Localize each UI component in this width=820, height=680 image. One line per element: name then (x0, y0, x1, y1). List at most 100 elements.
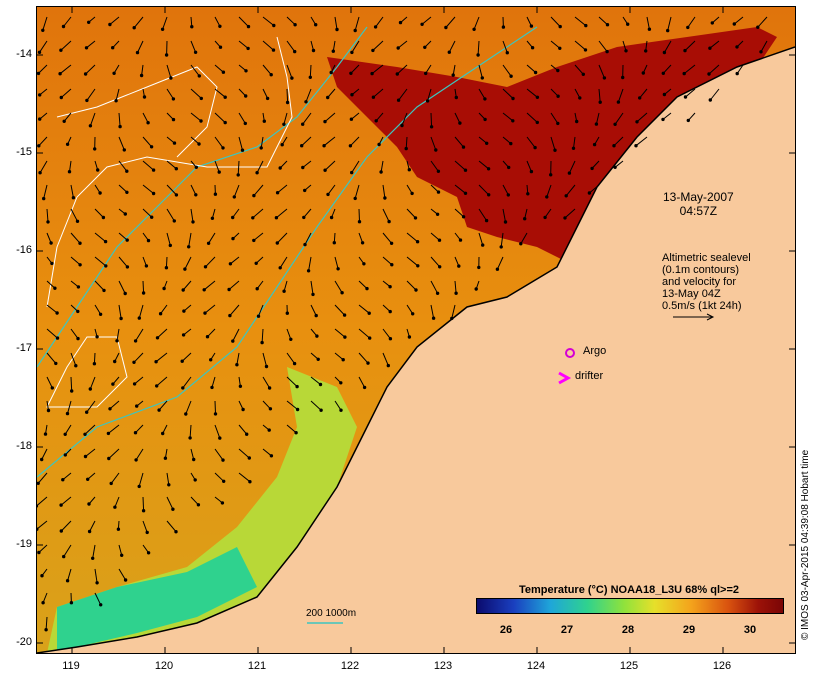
velocity-arrow-head (194, 193, 198, 197)
velocity-arrow (253, 184, 264, 196)
lat-ticks (37, 54, 795, 644)
velocity-arrow (445, 16, 456, 28)
velocity-arrow-head (218, 24, 222, 28)
velocity-arrow-head (221, 458, 225, 462)
velocity-arrow-head (240, 148, 245, 152)
velocity-arrow-head (123, 578, 128, 582)
velocity-arrow-head (265, 96, 270, 101)
velocity-arrow-head (278, 266, 282, 270)
velocity-arrow-head (303, 188, 307, 193)
velocity-arrow (382, 208, 390, 222)
velocity-arrow-head (132, 26, 136, 30)
velocity-arrow (478, 232, 484, 246)
velocity-arrow (305, 88, 312, 102)
velocity-arrow-head (87, 502, 91, 506)
velocity-arrow-head (280, 143, 284, 147)
velocity-arrow (323, 136, 336, 147)
velocity-arrow (236, 352, 240, 365)
velocity-arrow-head (61, 478, 65, 482)
velocity-arrow-head (59, 95, 63, 100)
velocity-arrow-head (304, 100, 308, 104)
velocity-arrow-head (708, 46, 712, 50)
velocity-arrow-head (396, 46, 400, 50)
velocity-arrow-head (592, 142, 597, 147)
sealevel-contour (46, 36, 293, 308)
velocity-arrow (41, 448, 48, 460)
velocity-arrow (46, 280, 56, 289)
velocity-arrow-head (329, 215, 334, 220)
velocity-arrow-head (301, 122, 305, 126)
velocity-arrow-head (683, 48, 687, 53)
velocity-arrow-head (501, 25, 506, 29)
velocity-arrow-head (65, 142, 70, 147)
velocity-arrow (550, 112, 559, 124)
velocity-arrow-head (59, 48, 63, 52)
sealevel-contour (56, 66, 218, 158)
land-mass (37, 47, 795, 653)
velocity-arrow-head (63, 432, 67, 436)
velocity-arrow (70, 208, 78, 222)
velocity-arrow (478, 160, 489, 170)
velocity-arrow-head (71, 196, 76, 200)
velocity-arrow (286, 400, 298, 410)
velocity-arrow (37, 496, 48, 507)
velocity-arrow-head (556, 68, 560, 73)
velocity-arrow-head (662, 50, 667, 55)
velocity-arrow-head (111, 382, 115, 386)
velocity-arrow-head (181, 288, 185, 292)
velocity-arrow-head (55, 336, 60, 340)
velocity-vectors (37, 16, 768, 632)
velocity-arrow-head (590, 166, 594, 171)
coastline (37, 46, 795, 653)
velocity-arrow-head (252, 238, 256, 243)
velocity-arrow-head (149, 145, 154, 149)
velocity-arrow (526, 112, 538, 123)
velocity-arrow-head (626, 22, 630, 26)
velocity-arrow (736, 64, 744, 74)
velocity-arrow-head (602, 76, 607, 80)
velocity-arrow (286, 16, 296, 26)
velocity-arrow (228, 280, 240, 290)
velocity-arrow-head (563, 216, 567, 220)
velocity-arrow (190, 136, 200, 145)
velocity-arrow (574, 64, 584, 75)
velocity-arrow-head (252, 193, 256, 198)
velocity-arrow-head (220, 501, 225, 505)
velocity-arrow-head (578, 96, 582, 100)
velocity-arrow-head (343, 335, 347, 339)
velocity-arrow-head (605, 49, 609, 54)
velocity-arrow-head (244, 94, 248, 98)
velocity-arrow-head (65, 579, 70, 583)
velocity-arrow-head (477, 265, 481, 270)
velocity-arrow-head (323, 168, 327, 172)
lon-label: 126 (712, 660, 732, 672)
velocity-arrow-head (103, 239, 108, 244)
velocity-arrow (37, 472, 48, 484)
velocity-arrow (165, 256, 168, 268)
colorbar-label: 30 (743, 624, 757, 636)
velocity-arrow (635, 136, 648, 147)
timestamp-time: 04:57Z (679, 204, 718, 218)
velocity-arrow (64, 424, 72, 435)
velocity-arrow-head (526, 192, 530, 196)
velocity-arrow (646, 16, 650, 30)
velocity-arrow (214, 472, 225, 482)
velocity-arrow (382, 232, 392, 244)
velocity-arrow-head (125, 265, 130, 269)
velocity-arrow (260, 136, 264, 148)
velocity-arrow-head (254, 261, 258, 265)
velocity-arrow (70, 328, 79, 339)
lat-label: -16 (16, 244, 32, 256)
velocity-arrow (133, 16, 144, 29)
velocity-arrow-head (331, 49, 335, 53)
velocity-arrow (427, 88, 432, 102)
velocity-arrow (262, 448, 272, 457)
velocity-arrow-head (164, 266, 169, 270)
velocity-arrow-head (144, 264, 149, 268)
velocity-arrow (622, 40, 627, 51)
velocity-arrow-head (118, 124, 122, 129)
velocity-arrow-head (155, 384, 159, 388)
velocity-arrow (38, 64, 48, 74)
velocity-arrow (502, 184, 509, 196)
velocity-arrow (614, 112, 624, 125)
